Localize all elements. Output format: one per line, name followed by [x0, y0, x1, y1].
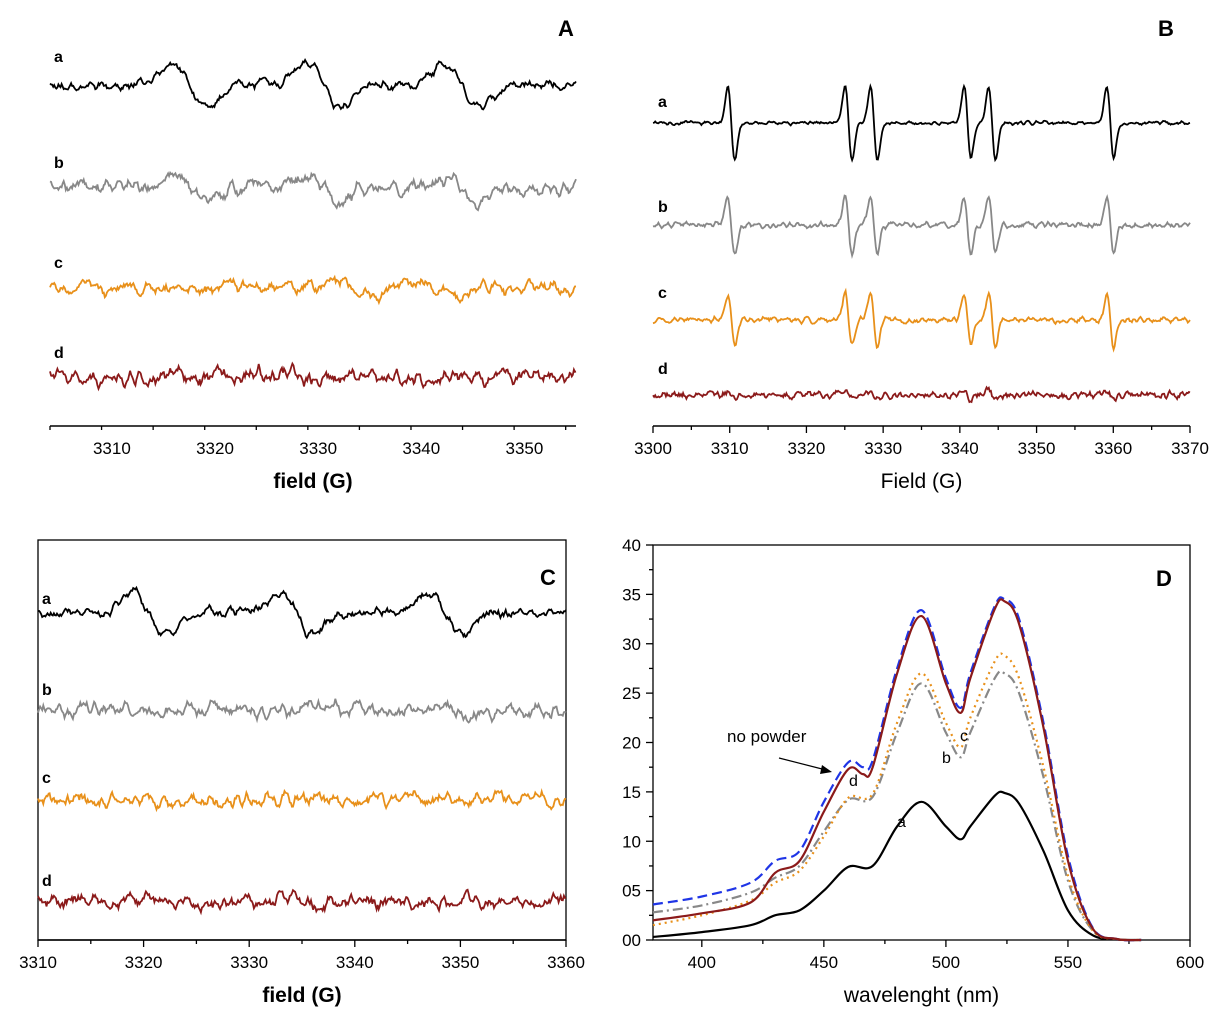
trace-b [49, 170, 577, 212]
y-tick-label: 25 [622, 684, 641, 703]
curve-label-d: d [849, 773, 858, 790]
x-tick-label: 3360 [547, 953, 585, 972]
x-tick-label: 600 [1176, 953, 1204, 972]
x-tick-label: 3310 [93, 439, 131, 458]
trace-a [49, 58, 577, 111]
panel-A: 3310 3320 3330 3340 3350 field (G) Aa b c d [49, 16, 577, 493]
trace-label-d: d [54, 345, 64, 362]
x-tick-label: 450 [810, 953, 838, 972]
annotation-arrowhead [820, 765, 832, 774]
panel-B: 3300 3310 3320 3330 3340 3350 3360 3370 Field (G… [634, 16, 1209, 493]
x-tick-label: 3320 [125, 953, 163, 972]
x-tick-label: 3340 [402, 439, 440, 458]
trace-label-a: a [42, 591, 51, 608]
x-tick-label: 3300 [634, 439, 672, 458]
plot-frame [37, 539, 567, 941]
x-axis-title: field (G) [273, 470, 352, 493]
x-axis-title: Field (G) [881, 470, 963, 493]
trace-label-b: b [54, 155, 64, 172]
x-tick-label: 3330 [299, 439, 337, 458]
trace-d [37, 888, 567, 916]
x-tick-label: 3340 [336, 953, 374, 972]
panel-letter: D [1156, 566, 1172, 591]
trace-label-a: a [658, 94, 667, 111]
spectrum-b [652, 670, 1142, 942]
spectrum-no-powder [652, 596, 1142, 942]
trace-label-b: b [42, 682, 52, 699]
trace-c [37, 787, 567, 813]
curve-label-c: c [960, 728, 968, 745]
x-tick-label: 3310 [711, 439, 749, 458]
x-tick-label: 3350 [506, 439, 544, 458]
y-tick-label: 20 [622, 734, 641, 753]
x-axis-title: wavelenght (nm) [843, 984, 999, 1007]
trace-b [37, 697, 567, 724]
panel-D: 400 450 500 550 600 00 05 10 15 20 25 30 35 40 wavelen… [622, 536, 1204, 1007]
x-tick-label: 3310 [19, 953, 57, 972]
x-tick-label: 500 [932, 953, 960, 972]
x-tick-label: 400 [688, 953, 716, 972]
y-tick-label: 00 [622, 931, 641, 950]
x-tick-label: 3340 [941, 439, 979, 458]
x-tick-label: 3370 [1171, 439, 1209, 458]
panel-C: 3310 3320 3330 3340 3350 3360 field (G) Ca b c d [19, 539, 585, 1007]
curve-label-a: a [897, 814, 906, 831]
x-tick-label: 3350 [441, 953, 479, 972]
x-tick-label: 3330 [230, 953, 268, 972]
trace-label-b: b [658, 199, 668, 216]
x-axis-title: field (G) [262, 984, 341, 1007]
trace-label-d: d [42, 873, 52, 890]
trace-label-d: d [658, 361, 668, 378]
trace-label-c: c [658, 285, 667, 302]
trace-d [652, 385, 1191, 404]
annotation-arrow [778, 757, 827, 771]
trace-label-c: c [54, 255, 63, 272]
x-tick-label: 3360 [1094, 439, 1132, 458]
spectrum-c [652, 652, 1142, 942]
y-tick-label: 35 [622, 585, 641, 604]
curve-label-b: b [942, 750, 951, 767]
trace-d [49, 361, 577, 392]
trace-a [652, 83, 1191, 163]
trace-c [49, 274, 577, 306]
y-tick-label: 40 [622, 536, 641, 555]
x-tick-label: 550 [1054, 953, 1082, 972]
trace-a [37, 585, 567, 640]
annotation-no-powder: no powder [727, 727, 807, 746]
y-tick-label: 05 [622, 882, 641, 901]
spectrum-d [652, 598, 1142, 942]
x-tick-label: 3350 [1018, 439, 1056, 458]
x-tick-label: 3320 [788, 439, 826, 458]
trace-c [652, 287, 1191, 353]
trace-label-a: a [54, 49, 63, 66]
y-tick-label: 10 [622, 832, 641, 851]
panel-letter: A [558, 16, 574, 41]
x-tick-label: 3320 [196, 439, 234, 458]
panel-letter: B [1158, 16, 1174, 41]
x-tick-label: 3330 [864, 439, 902, 458]
y-tick-label: 15 [622, 783, 641, 802]
trace-label-c: c [42, 770, 51, 787]
trace-b [652, 194, 1191, 259]
spectrum-a [652, 790, 1142, 942]
panel-letter: C [540, 565, 556, 590]
y-tick-label: 30 [622, 635, 641, 654]
